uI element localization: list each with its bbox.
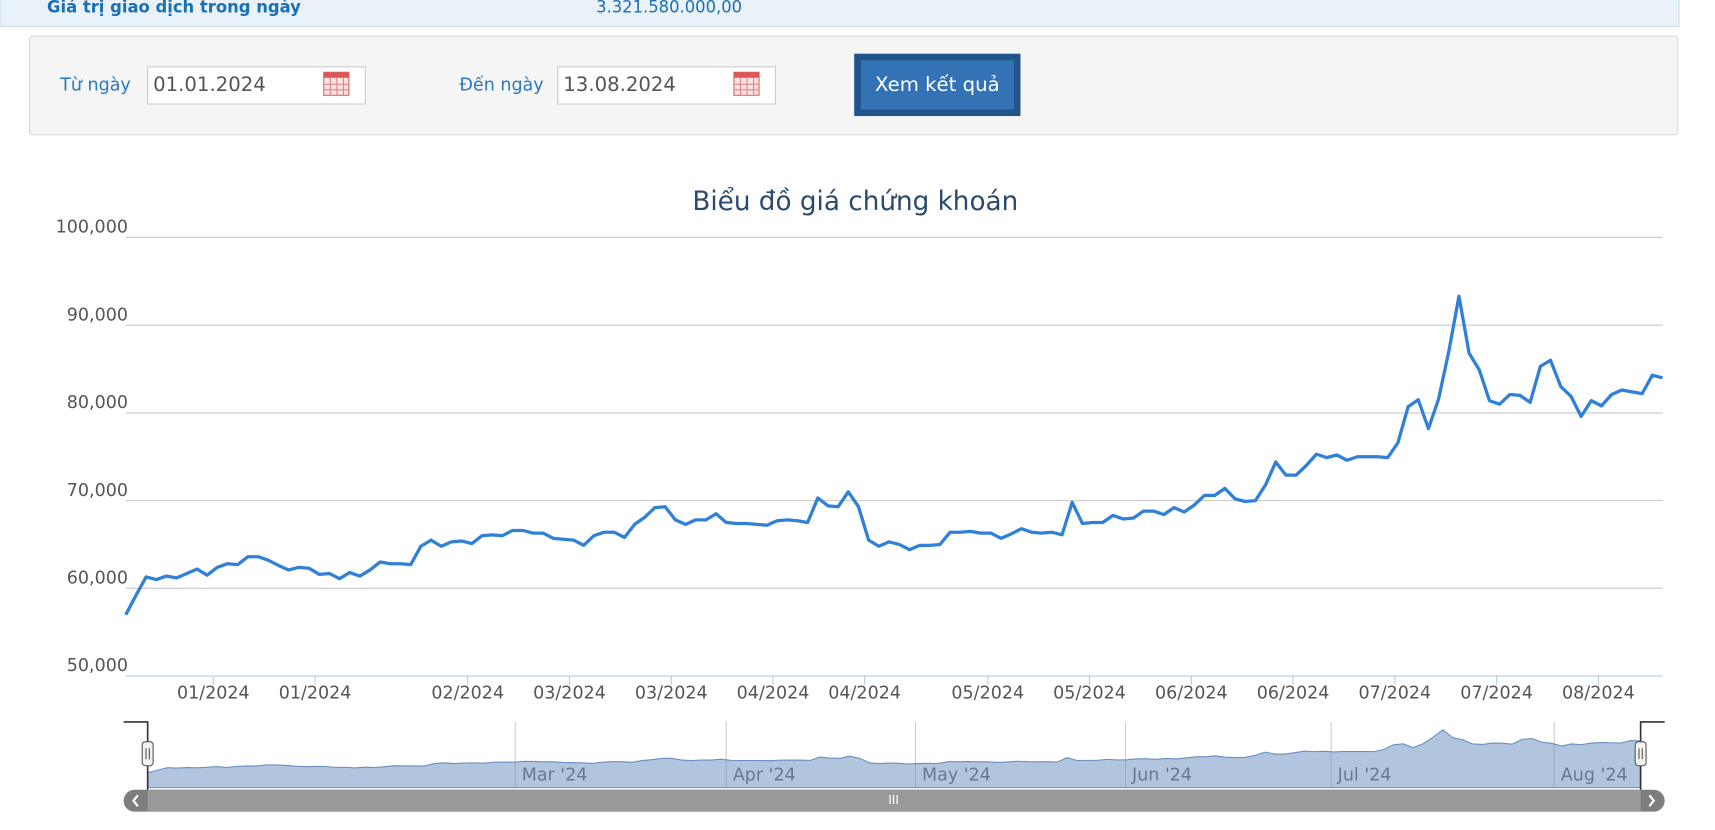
y-tick-label: 90,000: [67, 305, 128, 325]
navigator-handle[interactable]: [141, 741, 154, 767]
navigator-handle[interactable]: [1634, 741, 1647, 767]
calendar-icon[interactable]: [323, 71, 350, 96]
y-tick-label: 80,000: [67, 393, 128, 413]
x-tick-label: 01/2024: [279, 684, 352, 704]
navigator-area: [147, 729, 1642, 789]
x-tick-label: 04/2024: [737, 684, 810, 704]
x-tick-label: 07/2024: [1358, 684, 1431, 704]
to-label: Đến ngày: [459, 74, 543, 95]
y-tick-label: 60,000: [67, 568, 128, 588]
x-tick-label: 03/2024: [635, 684, 708, 704]
scroll-arrows[interactable]: [132, 794, 1656, 807]
price-line: [124, 294, 1663, 616]
y-tick-label: 100,000: [56, 218, 128, 238]
to-value: 13.08.2024: [563, 73, 676, 96]
info-bar: [0, 0, 1680, 27]
x-tick-label: 05/2024: [1053, 684, 1126, 704]
from-label: Từ ngày: [59, 75, 131, 95]
chart-title: Biểu đồ giá chứng khoán: [692, 186, 1018, 217]
calendar-icon[interactable]: [733, 71, 760, 96]
button-label: Xem kết quả: [875, 73, 1000, 96]
from-value: 01.01.2024: [153, 73, 266, 96]
button-face: [860, 60, 1014, 110]
scrollbar-thumb[interactable]: [147, 789, 1641, 812]
handle-grip: [1638, 748, 1643, 760]
filter-box: [28, 35, 1679, 136]
x-tick-label: 04/2024: [828, 684, 901, 704]
x-tick-label: 03/2024: [533, 684, 606, 704]
x-tick-label: 02/2024: [431, 684, 504, 704]
y-tick-label: 50,000: [67, 656, 128, 676]
x-tick-label: 07/2024: [1460, 684, 1533, 704]
info-value: 3.321.580.000,00: [596, 0, 742, 16]
y-tick-label: 70,000: [67, 481, 128, 501]
x-tick-label: 06/2024: [1257, 684, 1330, 704]
x-tick-label: 06/2024: [1155, 684, 1228, 704]
thumb-grip: III: [888, 793, 899, 807]
x-tick-label: 05/2024: [951, 684, 1024, 704]
info-label: Giá trị giao dịch trong ngày: [47, 0, 301, 16]
x-tick-label: 01/2024: [177, 684, 250, 704]
x-tick-label: 08/2024: [1562, 684, 1635, 704]
navigator-outline: [123, 721, 1665, 790]
handle-grip: [145, 748, 150, 760]
